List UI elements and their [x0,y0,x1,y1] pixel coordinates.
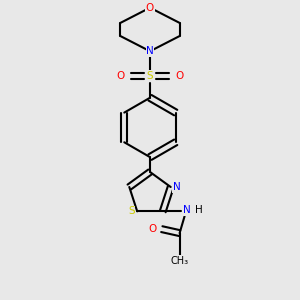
Text: N: N [173,182,181,192]
Text: H: H [194,205,202,215]
Text: N: N [146,46,154,56]
Text: O: O [116,71,124,81]
Text: CH₃: CH₃ [171,256,189,266]
Text: O: O [176,71,184,81]
Text: S: S [128,206,135,216]
Text: O: O [149,224,157,234]
Text: N: N [183,205,190,215]
Text: O: O [146,3,154,13]
Text: S: S [147,71,153,81]
